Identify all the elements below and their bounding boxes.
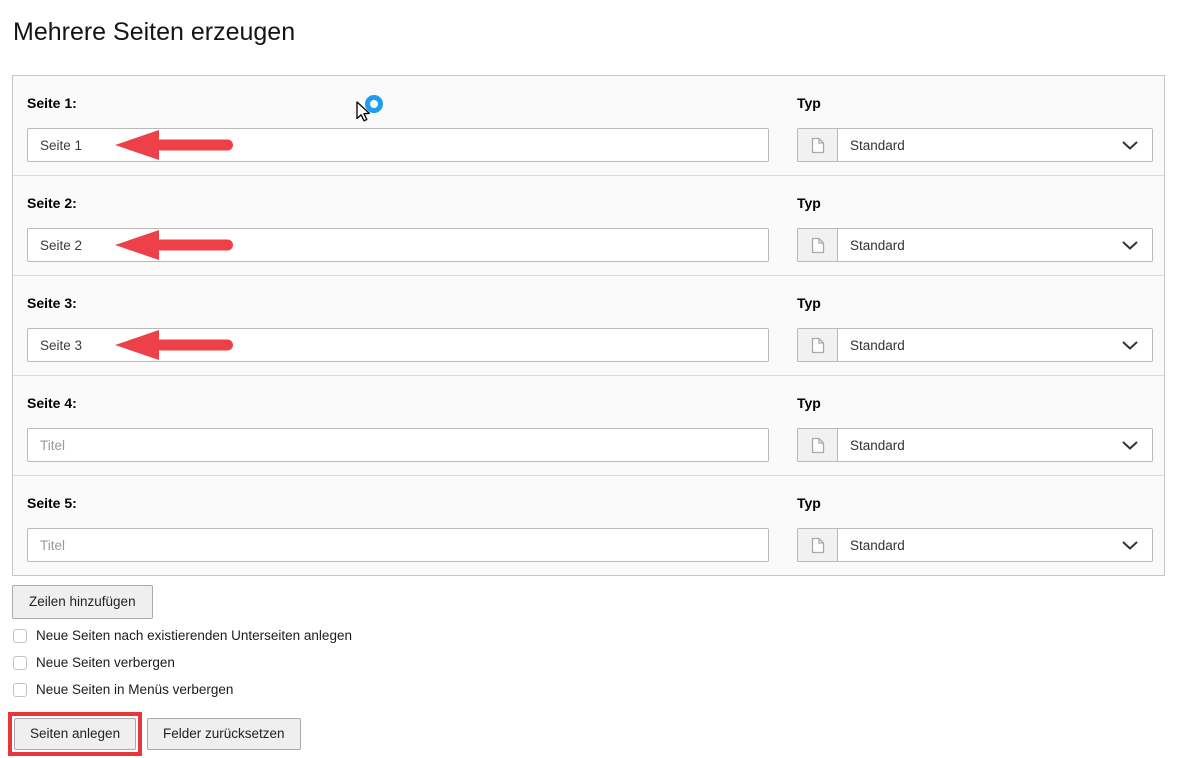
checkbox-label: Neue Seiten nach existierenden Unterseit…: [36, 628, 352, 643]
pages-form-panel: Seite 1: Typ: [12, 75, 1165, 576]
page-type-addon: [797, 228, 838, 262]
page-title-input-1[interactable]: [27, 128, 769, 162]
checkbox[interactable]: [13, 683, 27, 697]
page-title-input-5[interactable]: [27, 528, 769, 562]
type-label: Typ: [797, 495, 821, 511]
type-label: Typ: [797, 95, 821, 111]
page-type-addon: [797, 428, 838, 462]
checkbox[interactable]: [13, 629, 27, 643]
page-type-addon: [797, 328, 838, 362]
page-title-label: Seite 2:: [27, 195, 77, 211]
page-title-label: Seite 5:: [27, 495, 77, 511]
type-label: Typ: [797, 295, 821, 311]
checkbox-label: Neue Seiten verbergen: [36, 655, 175, 670]
page-type-select-4[interactable]: Standard: [837, 428, 1153, 462]
page-type-select-5[interactable]: Standard: [837, 528, 1153, 562]
page-title-input-4[interactable]: [27, 428, 769, 462]
checkbox-row-hide-in-menus: Neue Seiten in Menüs verbergen: [12, 682, 352, 698]
page-document-icon: [811, 437, 824, 453]
page-type-addon: [797, 128, 838, 162]
red-highlight-annotation: Seiten anlegen: [8, 712, 143, 756]
type-label: Typ: [797, 395, 821, 411]
checkbox[interactable]: [13, 656, 27, 670]
options-checkbox-list: Neue Seiten nach existierenden Unterseit…: [12, 628, 352, 709]
reset-fields-button[interactable]: Felder zurücksetzen: [147, 718, 301, 750]
page-document-icon: [811, 237, 824, 253]
page-type-addon: [797, 528, 838, 562]
checkbox-row-create-after-subpages: Neue Seiten nach existierenden Unterseit…: [12, 628, 352, 644]
checkbox-row-hide-new-pages: Neue Seiten verbergen: [12, 655, 352, 671]
page-title: Mehrere Seiten erzeugen: [13, 18, 296, 46]
page-row-2: Seite 2: Typ: [13, 175, 1164, 275]
page-document-icon: [811, 137, 824, 153]
create-pages-button[interactable]: Seiten anlegen: [14, 718, 137, 750]
page-row-3: Seite 3: Typ: [13, 275, 1164, 375]
page-document-icon: [811, 337, 824, 353]
page-type-select-1[interactable]: Standard: [837, 128, 1153, 162]
page-title-input-3[interactable]: [27, 328, 769, 362]
page-title-label: Seite 1:: [27, 95, 77, 111]
page-row-4: Seite 4: Typ Standard: [13, 375, 1164, 475]
page-title-input-2[interactable]: [27, 228, 769, 262]
page-row-1: Seite 1: Typ: [13, 76, 1164, 175]
add-rows-button[interactable]: Zeilen hinzufügen: [12, 585, 153, 619]
page-type-select-3[interactable]: Standard: [837, 328, 1153, 362]
page-row-5: Seite 5: Typ Standard: [13, 475, 1164, 575]
type-label: Typ: [797, 195, 821, 211]
page-document-icon: [811, 537, 824, 553]
page-type-select-2[interactable]: Standard: [837, 228, 1153, 262]
page-title-label: Seite 3:: [27, 295, 77, 311]
page-title-label: Seite 4:: [27, 395, 77, 411]
checkbox-label: Neue Seiten in Menüs verbergen: [36, 682, 234, 697]
